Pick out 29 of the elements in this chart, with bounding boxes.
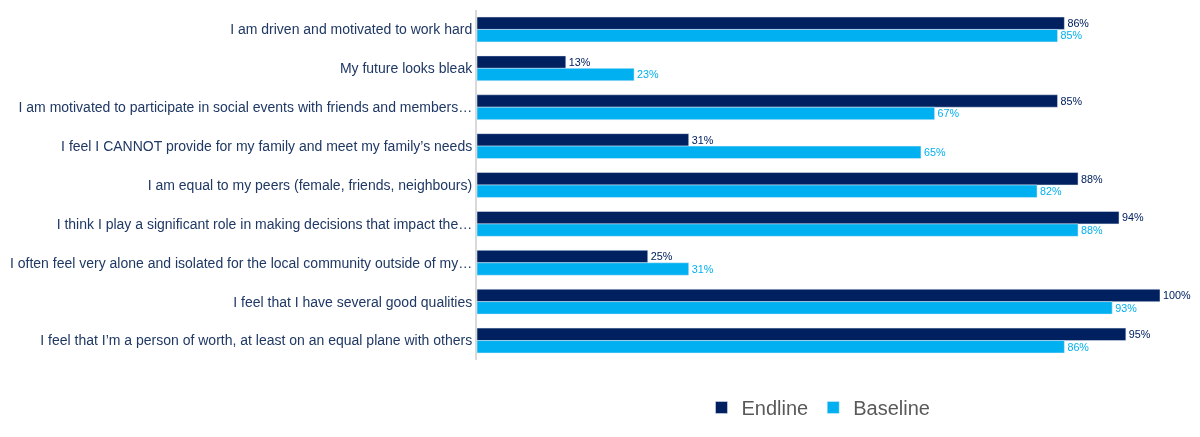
data-label: 31%: [691, 133, 714, 146]
y-tick-label: I am driven and motivated to work hard: [230, 21, 473, 38]
data-label: 85%: [1060, 94, 1083, 107]
data-label: 23%: [637, 68, 660, 81]
data-label: 93%: [1115, 301, 1138, 314]
y-tick-label: I am motivated to participate in social events with friends and members…: [18, 99, 473, 116]
y-tick-label: My future looks bleak: [339, 60, 474, 77]
data-label: 67%: [937, 107, 960, 120]
y-tick-label: I am equal to my peers (female, friends, neighbours): [147, 176, 473, 193]
data-label: 86%: [1067, 340, 1090, 353]
data-label: 13%: [568, 55, 591, 68]
data-label: 85%: [1060, 29, 1083, 42]
data-label: 94%: [1122, 211, 1145, 224]
legend-label: Baseline: [853, 397, 930, 420]
data-label: 100%: [1163, 289, 1191, 302]
data-label: 25%: [650, 250, 673, 263]
data-label: 82%: [1040, 184, 1063, 197]
data-label: 88%: [1081, 223, 1104, 236]
y-tick-label: I feel that I have several good qualities: [233, 293, 473, 310]
data-label: 86%: [1067, 16, 1090, 29]
y-tick-label: I feel I CANNOT provide for my family and meet my family’s needs: [61, 138, 473, 155]
data-label: 95%: [1128, 328, 1151, 341]
legend-label: Endline: [741, 397, 809, 420]
data-label: 88%: [1081, 172, 1104, 185]
data-label: 65%: [923, 146, 946, 159]
data-label: 31%: [691, 262, 714, 275]
y-tick-label: I feel that I’m a person of worth, at least on an equal plane with others: [40, 332, 473, 349]
y-tick-label: I often feel very alone and isolated for the local community outside of my…: [9, 254, 473, 271]
y-tick-label: I think I play a significant role in making decisions that impact the…: [56, 215, 473, 232]
